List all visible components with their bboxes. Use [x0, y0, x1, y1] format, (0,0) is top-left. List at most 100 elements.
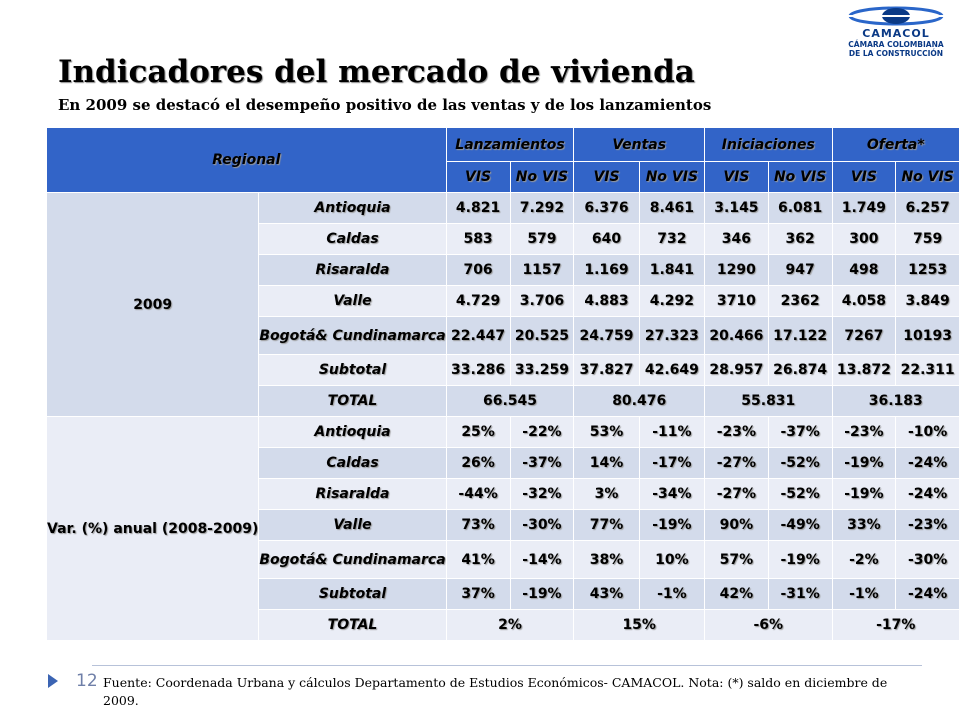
camacol-logo: CAMACOL CÁMARA COLOMBIANA DE LA CONSTRUC…	[838, 6, 954, 58]
table-row: Valle 73% -30% 77% -19% 90% -49% 33% -23…	[47, 509, 960, 541]
table-cell: 3%	[573, 478, 640, 510]
subheader-cell: VIS	[445, 161, 511, 193]
table-cell: 26.874	[767, 354, 833, 386]
camacol-logo-icon	[848, 6, 944, 26]
table-cell: 57%	[704, 540, 769, 579]
logo-line-2: DE LA CONSTRUCCIÓN	[848, 49, 944, 58]
table-cell: 4.729	[445, 285, 511, 317]
table-cell: 1.841	[638, 254, 706, 286]
subheader-cell: VIS	[573, 161, 640, 193]
table-cell: 14%	[573, 447, 640, 479]
table-cell: -52%	[767, 478, 833, 510]
table-cell: -23%	[704, 416, 769, 448]
subheader-cell: No VIS	[509, 161, 575, 193]
table-row: Bogotá& Cundinamarca 41% -14% 38% 10% 57…	[47, 540, 960, 579]
region-label: Risaralda	[258, 478, 447, 510]
table-cell: -24%	[895, 447, 960, 479]
table-cell: -1%	[831, 578, 897, 610]
table-cell: 3.849	[895, 285, 960, 317]
header-regional: Regional	[46, 127, 447, 193]
table-cell: -27%	[704, 447, 769, 479]
table-cell: -34%	[638, 478, 706, 510]
logo-brand: CAMACOL	[862, 27, 930, 40]
table-cell: -27%	[704, 478, 769, 510]
table-cell: 6.081	[767, 192, 833, 224]
subheader-cell: No VIS	[767, 161, 833, 193]
table-cell: -19%	[638, 509, 706, 541]
table-row: Caldas 26% -37% 14% -17% -27% -52% -19% …	[47, 447, 960, 479]
table-cell: 20.466	[704, 316, 769, 355]
total-row: TOTAL 66.545 80.476 55.831 36.183	[47, 385, 960, 417]
market-indicators-table: Regional Lanzamientos Ventas Iniciacione…	[45, 127, 960, 641]
table-cell: -10%	[895, 416, 960, 448]
table-cell: 4.883	[573, 285, 640, 317]
table-cell: 1253	[895, 254, 960, 286]
region-label: Valle	[258, 285, 447, 317]
subtotal-row: Subtotal 33.286 33.259 37.827 42.649 28.…	[47, 354, 960, 386]
logo-line-1: CÁMARA COLOMBIANA	[848, 40, 944, 49]
page-subtitle: En 2009 se destacó el desempeño positivo…	[58, 96, 712, 114]
header-group-ventas: Ventas	[573, 127, 706, 162]
table-cell: -11%	[638, 416, 706, 448]
table-cell: -30%	[509, 509, 575, 541]
total-row: TOTAL 2% 15% -6% -17%	[47, 609, 960, 641]
region-label: Antioquia	[258, 192, 447, 224]
table-cell: 33.259	[509, 354, 575, 386]
table-row: Var. (%) anual (2008-2009) Antioquia 25%…	[45, 416, 960, 641]
table-cell: 24.759	[573, 316, 640, 355]
table-cell: 17.122	[767, 316, 833, 355]
table-cell: 77%	[573, 509, 640, 541]
table-cell: -17%	[638, 447, 706, 479]
table-cell: -24%	[895, 478, 960, 510]
region-label: Bogotá& Cundinamarca	[258, 316, 447, 355]
table-cell: 41%	[445, 540, 511, 579]
table-cell: 759	[895, 223, 960, 255]
table-cell: 7.292	[509, 192, 575, 224]
table-cell: 22.447	[445, 316, 511, 355]
table-cell: -6%	[704, 609, 833, 641]
table-cell: 498	[831, 254, 897, 286]
total-label: TOTAL	[258, 609, 447, 641]
subheader-cell: VIS	[831, 161, 897, 193]
table-cell: 73%	[445, 509, 511, 541]
table-cell: 90%	[704, 509, 769, 541]
footer-divider	[92, 665, 922, 666]
table-cell: 2362	[767, 285, 833, 317]
table-cell: 36.183	[831, 385, 960, 417]
table-cell: -2%	[831, 540, 897, 579]
section-label-annual-variation: Var. (%) anual (2008-2009)	[45, 416, 260, 641]
table-cell: 732	[638, 223, 706, 255]
table-cell: 8.461	[638, 192, 706, 224]
table-cell: -49%	[767, 509, 833, 541]
table-cell: 25%	[445, 416, 511, 448]
table-cell: 3710	[704, 285, 769, 317]
section-label-2009: 2009	[45, 192, 260, 417]
table-cell: 583	[445, 223, 511, 255]
table-cell: -30%	[895, 540, 960, 579]
subheader-cell: No VIS	[638, 161, 706, 193]
table-cell: -24%	[895, 578, 960, 610]
table-cell: -23%	[831, 416, 897, 448]
subtotal-row: Subtotal 37% -19% 43% -1% 42% -31% -1% -…	[47, 578, 960, 610]
table-cell: -37%	[767, 416, 833, 448]
table-cell: 4.292	[638, 285, 706, 317]
header-group-lanzamientos: Lanzamientos	[445, 127, 575, 162]
table-cell: 4.058	[831, 285, 897, 317]
table-cell: 579	[509, 223, 575, 255]
table-cell: 1.749	[831, 192, 897, 224]
table-row: 2009 Antioquia 4.821 7.292 6.376 8.461 3…	[45, 192, 960, 417]
table-cell: -52%	[767, 447, 833, 479]
page-title: Indicadores del mercado de vivienda	[58, 54, 695, 90]
table-cell: 80.476	[573, 385, 706, 417]
region-label: Risaralda	[258, 254, 447, 286]
table-cell: -32%	[509, 478, 575, 510]
table-cell: 3.706	[509, 285, 575, 317]
table-cell: 66.545	[445, 385, 575, 417]
table-cell: 7267	[831, 316, 897, 355]
table-cell: 640	[573, 223, 640, 255]
table-cell: 37.827	[573, 354, 640, 386]
table-row: Risaralda 706 1157 1.169 1.841 1290 947 …	[47, 254, 960, 286]
header-group-oferta: Oferta*	[831, 127, 960, 162]
table-cell: -37%	[509, 447, 575, 479]
table-cell: 6.257	[895, 192, 960, 224]
